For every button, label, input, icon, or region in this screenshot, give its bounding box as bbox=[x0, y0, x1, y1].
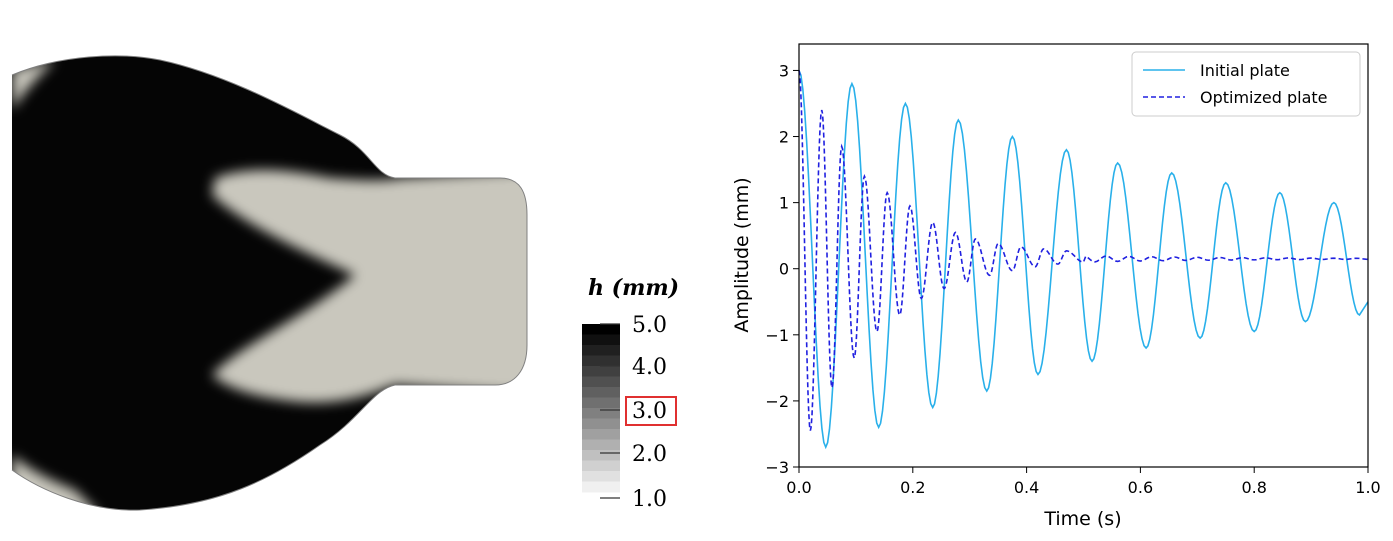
colorbar-step bbox=[582, 397, 620, 409]
legend: Initial plate Optimized plate bbox=[1131, 51, 1361, 117]
colorbar: h (mm) 5.0 4.0 3.0 2.0 1.0 bbox=[582, 275, 679, 512]
plate-outline bbox=[11, 55, 528, 511]
colorbar-tick-label: 4.0 bbox=[632, 355, 667, 380]
colorbar-step bbox=[582, 429, 620, 440]
x-tick-label: 0.8 bbox=[1241, 478, 1266, 497]
x-tick-label: 0.6 bbox=[1128, 478, 1153, 497]
colorbar-gradient bbox=[582, 324, 620, 493]
colorbar-step bbox=[582, 345, 620, 356]
y-tick-label: 2 bbox=[779, 128, 789, 147]
colorbar-step bbox=[582, 366, 620, 377]
plate-thin-region bbox=[212, 170, 527, 403]
y-axis-label: Amplitude (mm) bbox=[731, 177, 753, 332]
legend-label-optimized: Optimized plate bbox=[1200, 88, 1328, 107]
x-axis-ticks: 0.0 0.2 0.4 0.6 0.8 1.0 bbox=[786, 467, 1381, 497]
colorbar-step bbox=[582, 460, 620, 472]
x-tick-label: 0.0 bbox=[786, 478, 811, 497]
x-tick-label: 1.0 bbox=[1355, 478, 1380, 497]
y-tick-label: −3 bbox=[765, 458, 789, 477]
y-tick-label: −1 bbox=[765, 326, 789, 345]
y-tick-label: 0 bbox=[779, 260, 789, 279]
x-tick-label: 0.2 bbox=[900, 478, 925, 497]
x-axis-label: Time (s) bbox=[1043, 508, 1121, 530]
colorbar-step bbox=[582, 387, 620, 398]
plot-lines bbox=[798, 70, 1369, 450]
y-tick-label: 1 bbox=[779, 194, 789, 213]
colorbar-step bbox=[582, 450, 620, 461]
colorbar-step bbox=[582, 439, 620, 451]
colorbar-tick-label: 5.0 bbox=[632, 313, 667, 338]
colorbar-title: h (mm) bbox=[588, 275, 679, 301]
amplitude-chart: 0.0 0.2 0.4 0.6 0.8 1.0 −3 −2 −1 0 1 2 3 Time (s) A… bbox=[731, 43, 1381, 530]
x-tick-label: 0.4 bbox=[1014, 478, 1039, 497]
colorbar-step bbox=[582, 408, 620, 419]
colorbar-highlight-box bbox=[625, 396, 677, 426]
legend-box bbox=[1131, 51, 1361, 117]
colorbar-step bbox=[582, 418, 620, 430]
y-tick-label: −2 bbox=[765, 392, 789, 411]
series-line-optimized bbox=[798, 70, 1369, 431]
plate-body bbox=[12, 55, 527, 511]
y-tick-label: 3 bbox=[779, 61, 789, 80]
colorbar-step bbox=[582, 334, 620, 346]
colorbar-tick-label: 1.0 bbox=[632, 487, 667, 512]
colorbar-step bbox=[582, 481, 620, 493]
plot-frame bbox=[798, 43, 1369, 468]
colorbar-step bbox=[582, 324, 620, 335]
plate-thickness-map bbox=[11, 55, 528, 511]
series-line-initial bbox=[798, 70, 1369, 450]
legend-label-initial: Initial plate bbox=[1200, 61, 1290, 80]
colorbar-tick-label: 3.0 bbox=[632, 399, 667, 424]
plate-corner-top bbox=[12, 60, 55, 110]
colorbar-tick-label: 2.0 bbox=[632, 442, 667, 467]
colorbar-ticks: 5.0 4.0 3.0 2.0 1.0 bbox=[600, 313, 667, 512]
y-axis-ticks: −3 −2 −1 0 1 2 3 bbox=[765, 61, 799, 477]
colorbar-step bbox=[582, 355, 620, 367]
colorbar-step bbox=[582, 376, 620, 388]
colorbar-step bbox=[582, 471, 620, 482]
